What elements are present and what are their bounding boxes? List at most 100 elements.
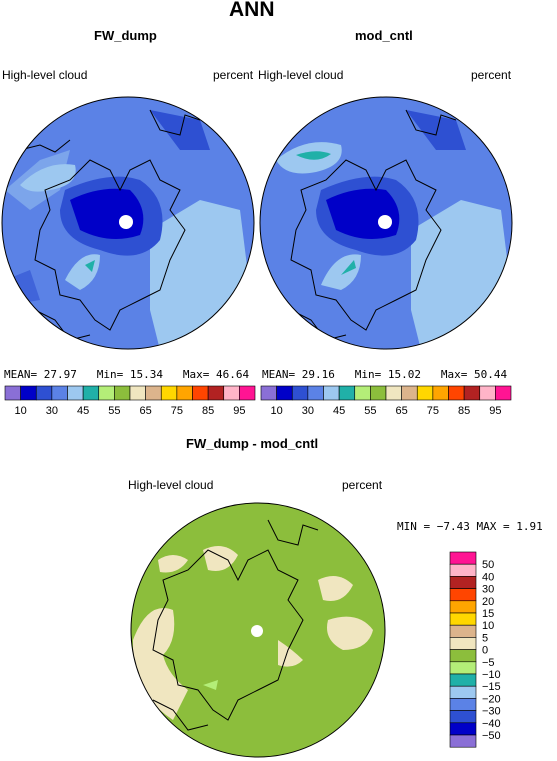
colorbar-tick-label: 30 [46,405,58,417]
colorbar-swatch [449,576,477,589]
colorbar-swatch [176,385,193,401]
mean-label: MEAN= [4,368,38,381]
colorbar-swatch [449,673,477,687]
colorbar-swatch [276,385,293,401]
colorbar-tick-label: 20 [482,596,494,608]
colorbar-panel-2: 10 30 45 55 65 75 85 95 [260,385,512,417]
panel-1-units: percent [213,68,254,82]
colorbar-swatch [449,588,477,602]
colorbar-tick-label: 30 [482,584,494,596]
colorbar-swatch [449,551,477,565]
min-label: Min= [354,368,382,381]
panel-2-case: mod_cntl [355,28,413,43]
colorbar-swatch [385,385,402,401]
colorbar-tick-label: 55 [364,405,376,417]
colorbar-tick-label: 65 [396,405,408,417]
mean-label: MEAN= [262,368,296,381]
colorbar-tick-label: 45 [333,405,345,417]
colorbar-tick-label: 95 [489,405,501,417]
colorbar-tick-label: 15 [482,608,494,620]
colorbar-tick-label: 85 [202,405,214,417]
polar-map-fw-dump [1,96,255,350]
colorbar-tick-label: 65 [140,405,152,417]
polar-map-difference [130,502,386,758]
colorbar-swatch [449,624,477,638]
colorbar-swatch [449,637,477,650]
colorbar-swatch [416,385,434,401]
colorbar-tick-label: 10 [271,405,283,417]
colorbar-swatch [401,385,418,401]
min-label: MIN = [397,520,431,533]
colorbar-swatch [463,385,481,401]
colorbar-swatch [495,385,512,401]
colorbar-swatch [338,385,356,401]
panel-2-variable: High-level cloud [258,68,344,82]
colorbar-swatch [192,385,209,401]
colorbar-tick-label: 10 [482,620,494,632]
colorbar-swatch [449,563,477,577]
max-label: MAX = [476,520,510,533]
colorbar-swatch [448,385,465,401]
colorbar-swatch [323,385,340,401]
colorbar-swatch [449,698,477,711]
colorbar-swatch [260,385,277,401]
max-value: 50.44 [474,368,508,381]
colorbar-swatch [239,385,256,401]
colorbar-swatch [207,385,225,401]
colorbar-tick-label: −20 [482,693,501,705]
min-value: −7.43 [436,520,470,533]
colorbar-swatch [432,385,449,401]
colorbar-swatch [98,385,115,401]
colorbar-tick-label: 85 [458,405,470,417]
colorbar-swatch [449,612,477,626]
colorbar-tick-label: −5 [482,657,495,669]
colorbar-swatch [67,385,84,401]
colorbar-swatch [449,685,477,699]
mean-value: 29.16 [301,368,335,381]
colorbar-tick-label: 75 [171,405,183,417]
panel-2-stats: MEAN= 29.16 Min= 15.02 Max= 50.44 [262,368,507,381]
diff-units: percent [342,478,383,492]
max-label: Max= [440,368,468,381]
panel-1-case: FW_dump [94,28,157,43]
colorbar-swatch [160,385,178,401]
diff-case: FW_dump - mod_cntl [186,436,319,451]
colorbar-swatch [449,661,477,675]
colorbar-swatch [449,722,477,736]
min-label: Min= [96,368,124,381]
panel-2-units: percent [471,68,512,82]
colorbar-tick-label: −10 [482,669,501,681]
max-value: 46.64 [216,368,250,381]
colorbar-swatch [354,385,371,401]
colorbar-swatch [145,385,162,401]
colorbar-swatch [51,385,68,401]
colorbar-tick-label: 30 [302,405,314,417]
colorbar-swatch [291,385,309,401]
colorbar-tick-label: 0 [482,645,488,657]
max-label: Max= [182,368,210,381]
colorbar-swatch [449,649,477,663]
colorbar-tick-label: 55 [108,405,120,417]
colorbar-swatch [449,600,477,614]
colorbar-tick-label: 75 [427,405,439,417]
colorbar-tick-label: 10 [15,405,27,417]
colorbar-tick-label: −50 [482,730,501,742]
colorbar-swatch [449,710,477,724]
colorbar-swatch [82,385,100,401]
colorbar-tick-label: 5 [482,632,488,644]
colorbar-swatch [114,385,131,401]
min-value: 15.02 [387,368,421,381]
page-title: ANN [229,0,275,21]
colorbar-tick-label: −15 [482,681,501,693]
colorbar-tick-label: 95 [233,405,245,417]
max-value: 1.91 [516,520,543,533]
colorbar-panel-1: 10 30 45 55 65 75 85 95 [4,385,256,417]
mean-value: 27.97 [43,368,77,381]
colorbar-tick-label: 50 [482,559,494,571]
colorbar-swatch [370,385,387,401]
colorbar-swatch [223,385,240,401]
colorbar-swatch [129,385,146,401]
colorbar-swatch [4,385,21,401]
colorbar-tick-label: 40 [482,571,494,583]
